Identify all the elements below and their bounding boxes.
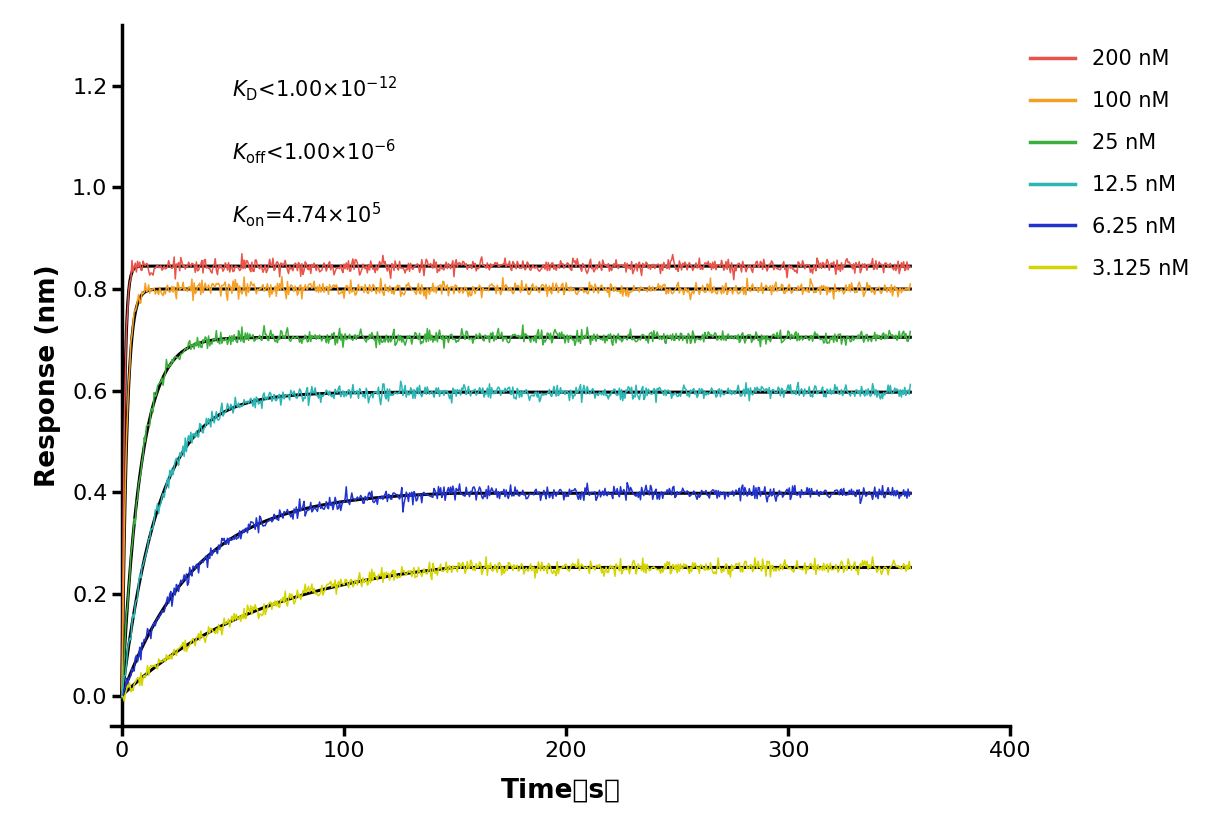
Line: 100 nM: 100 nM <box>122 276 910 690</box>
200 nM <box>600 262 615 272</box>
Line: 12.5 nM: 12.5 nM <box>122 381 910 698</box>
Line: 6.25 nM: 6.25 nM <box>122 483 910 697</box>
12.5 nM <box>903 380 918 389</box>
100 nM <box>115 685 129 695</box>
Text: $K_\mathrm{on}$=4.74×10$^5$: $K_\mathrm{on}$=4.74×10$^5$ <box>233 200 382 229</box>
25 nM <box>903 327 918 337</box>
25 nM <box>515 320 530 330</box>
25 nM <box>516 337 531 346</box>
200 nM <box>234 249 249 259</box>
3.125 nM <box>115 691 129 701</box>
25 nM <box>373 332 388 342</box>
6.25 nM <box>816 488 830 498</box>
200 nM <box>816 257 830 267</box>
25 nM <box>115 690 129 700</box>
200 nM <box>903 262 918 272</box>
3.125 nM <box>903 563 918 573</box>
3.125 nM <box>564 560 579 570</box>
12.5 nM <box>816 382 830 392</box>
12.5 nM <box>563 385 578 395</box>
100 nM <box>600 287 615 297</box>
3.125 nM <box>479 552 494 562</box>
3.125 nM <box>601 568 616 577</box>
100 nM <box>516 283 531 293</box>
Legend: 200 nM, 100 nM, 25 nM, 12.5 nM, 6.25 nM, 3.125 nM: 200 nM, 100 nM, 25 nM, 12.5 nM, 6.25 nM,… <box>1030 50 1189 279</box>
3.125 nM <box>117 696 132 706</box>
6.25 nM <box>668 493 683 502</box>
100 nM <box>668 285 683 295</box>
25 nM <box>816 333 830 343</box>
200 nM <box>115 689 129 699</box>
200 nM <box>563 264 578 274</box>
3.125 nM <box>375 563 389 573</box>
12.5 nM <box>516 388 531 398</box>
Text: $K_\mathrm{D}$<1.00×10$^{-12}$: $K_\mathrm{D}$<1.00×10$^{-12}$ <box>233 74 398 102</box>
6.25 nM <box>599 489 614 499</box>
200 nM <box>516 262 531 271</box>
200 nM <box>375 259 389 269</box>
12.5 nM <box>600 390 615 400</box>
100 nM <box>275 271 290 281</box>
Line: 200 nM: 200 nM <box>122 254 910 694</box>
X-axis label: Time（s）: Time（s） <box>500 777 621 804</box>
12.5 nM <box>115 693 129 703</box>
Line: 25 nM: 25 nM <box>122 325 910 695</box>
6.25 nM <box>515 485 530 495</box>
25 nM <box>668 335 683 345</box>
25 nM <box>600 336 615 346</box>
6.25 nM <box>373 493 388 503</box>
3.125 nM <box>817 559 832 568</box>
100 nM <box>375 285 389 295</box>
6.25 nM <box>115 692 129 702</box>
6.25 nM <box>562 484 577 494</box>
25 nM <box>563 331 578 341</box>
3.125 nM <box>517 565 532 575</box>
3.125 nM <box>669 559 684 569</box>
100 nM <box>816 284 830 294</box>
6.25 nM <box>620 478 634 488</box>
Y-axis label: Response (nm): Response (nm) <box>34 264 60 487</box>
100 nM <box>563 282 578 292</box>
Line: 3.125 nM: 3.125 nM <box>122 557 910 701</box>
200 nM <box>668 262 683 271</box>
100 nM <box>903 279 918 289</box>
12.5 nM <box>393 376 408 386</box>
12.5 nM <box>668 388 683 398</box>
Text: $K_\mathrm{off}$<1.00×10$^{-6}$: $K_\mathrm{off}$<1.00×10$^{-6}$ <box>233 137 397 166</box>
6.25 nM <box>903 488 918 497</box>
12.5 nM <box>373 400 388 410</box>
